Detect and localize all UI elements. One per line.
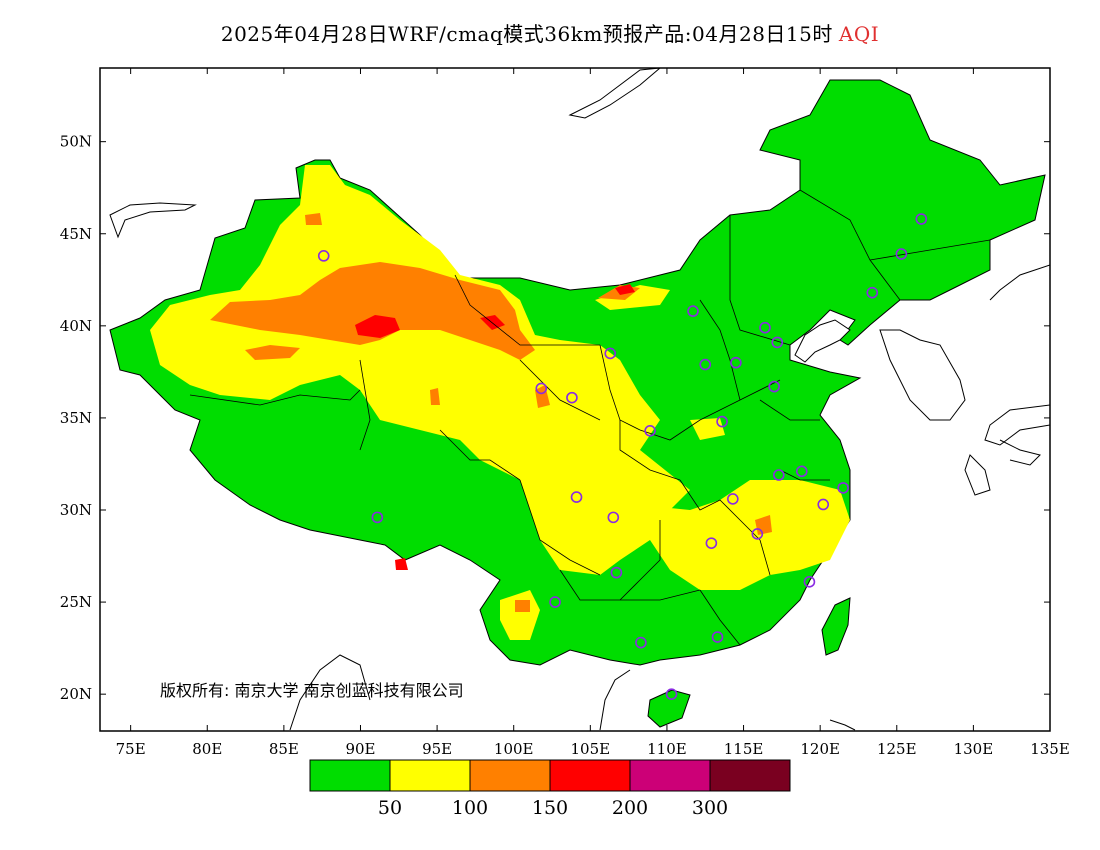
colorbar-label: 300: [692, 797, 728, 819]
lon-tick-label: 85E: [269, 740, 299, 758]
lat-tick-label: 45N: [60, 225, 92, 243]
lon-tick-label: 90E: [345, 740, 375, 758]
colorbar-swatch: [389, 759, 471, 792]
station-marker: [687, 305, 699, 317]
station-marker: [727, 493, 739, 505]
station-marker: [772, 469, 785, 481]
station-marker: [711, 631, 724, 643]
colorbar-swatch: [709, 759, 791, 792]
colorbar-swatch: [309, 759, 391, 792]
lon-tick-label: 105E: [571, 740, 611, 758]
lat-tick-label: 35N: [60, 409, 92, 427]
station-marker: [549, 596, 561, 608]
map-title: 2025年04月28日WRF/cmaq模式36km预报产品:04月28日15时 A…: [0, 18, 1100, 47]
lon-tick-label: 80E: [192, 740, 222, 758]
bohai-sea: [794, 319, 851, 363]
station-marker: [570, 491, 583, 503]
station-marker: [716, 415, 728, 428]
lat-tick-label: 25N: [60, 593, 92, 611]
lat-tick-label: 40N: [60, 317, 92, 335]
copyright-text: 版权所有: 南京大学 南京创蓝科技有限公司: [160, 681, 464, 700]
aqi-yellow-zones: [150, 165, 850, 640]
title-variable: AQI: [838, 22, 880, 46]
station-marker: [837, 482, 849, 494]
title-main: 2025年04月28日WRF/cmaq模式36km预报产品:04月28日15时: [220, 22, 833, 46]
lat-tick-label: 20N: [60, 685, 92, 703]
station-marker: [607, 511, 620, 524]
station-marker: [317, 250, 330, 262]
station-marker: [895, 248, 908, 260]
colorbar: 50 100 150 200 300: [309, 759, 791, 819]
longitude-axis: 75E 80E 85E 90E 95E 100E 105E 110E 115E 120E 125E 1…: [116, 68, 1070, 758]
map-content: [109, 68, 1050, 731]
station-marker: [566, 391, 578, 404]
map-frame: [99, 67, 1051, 732]
station-marker: [610, 566, 623, 579]
station-marker: [768, 380, 780, 393]
station-marker: [866, 286, 879, 299]
lon-tick-label: 125E: [877, 740, 917, 758]
station-marker: [730, 356, 742, 369]
lat-tick-label: 30N: [60, 501, 92, 519]
lon-tick-label: 120E: [800, 740, 840, 758]
station-marker: [915, 213, 928, 225]
station-marker: [644, 425, 656, 437]
station-marker: [699, 358, 712, 371]
station-marker: [771, 336, 784, 349]
latitude-axis: 20N 25N 30N 35N 40N 45N 50N: [60, 133, 1050, 703]
station-marker: [817, 498, 830, 511]
colorbar-swatch: [629, 759, 711, 792]
colorbar-swatch: [549, 759, 631, 792]
lon-tick-label: 130E: [954, 740, 994, 758]
lon-tick-label: 135E: [1030, 740, 1070, 758]
foreign-coastlines: [109, 68, 1050, 731]
station-marker: [371, 511, 384, 524]
station-marker: [751, 528, 764, 540]
colorbar-label: 50: [378, 797, 402, 819]
colorbar-label: 200: [612, 797, 648, 819]
station-marker: [535, 382, 548, 395]
colorbar-label: 100: [452, 797, 488, 819]
province-boundaries: [189, 189, 991, 646]
lon-tick-label: 115E: [724, 740, 764, 758]
station-marker: [795, 465, 808, 478]
station-marker: [759, 321, 771, 334]
station-markers: [317, 213, 928, 700]
station-marker: [635, 636, 647, 649]
lon-tick-label: 95E: [422, 740, 452, 758]
lat-tick-label: 50N: [60, 133, 92, 151]
colorbar-swatch: [469, 759, 551, 792]
lon-tick-label: 110E: [647, 740, 687, 758]
colorbar-label: 150: [532, 797, 568, 819]
station-marker: [705, 537, 718, 549]
station-marker: [604, 347, 617, 360]
lon-tick-label: 100E: [494, 740, 534, 758]
station-marker: [803, 576, 816, 588]
lon-tick-label: 75E: [116, 740, 146, 758]
station-marker: [665, 688, 678, 700]
hainan-island: [647, 689, 691, 728]
taiwan-island: [821, 597, 851, 656]
